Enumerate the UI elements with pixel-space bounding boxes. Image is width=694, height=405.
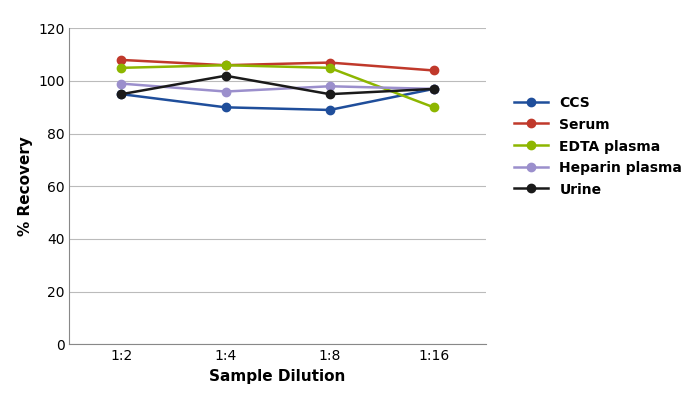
Urine — [430, 86, 438, 91]
Line: Urine: Urine — [117, 72, 438, 98]
Line: EDTA plasma: EDTA plasma — [117, 61, 438, 111]
EDTA plasma — [430, 105, 438, 110]
Y-axis label: % Recovery: % Recovery — [17, 136, 33, 236]
Line: Serum: Serum — [117, 56, 438, 75]
Legend: CCS, Serum, EDTA plasma, Heparin plasma, Urine: CCS, Serum, EDTA plasma, Heparin plasma,… — [509, 92, 686, 201]
Heparin plasma — [430, 86, 438, 91]
X-axis label: Sample Dilution: Sample Dilution — [210, 369, 346, 384]
CCS — [430, 86, 438, 91]
Heparin plasma — [221, 89, 230, 94]
CCS — [117, 92, 126, 96]
EDTA plasma — [221, 63, 230, 68]
Serum — [117, 58, 126, 62]
Urine — [117, 92, 126, 96]
CCS — [221, 105, 230, 110]
EDTA plasma — [325, 65, 334, 70]
Heparin plasma — [325, 84, 334, 89]
Urine — [325, 92, 334, 96]
Urine — [221, 73, 230, 78]
Serum — [221, 63, 230, 68]
CCS — [325, 107, 334, 112]
Serum — [325, 60, 334, 65]
Line: Heparin plasma: Heparin plasma — [117, 79, 438, 96]
Heparin plasma — [117, 81, 126, 86]
EDTA plasma — [117, 65, 126, 70]
Line: CCS: CCS — [117, 85, 438, 114]
Serum — [430, 68, 438, 73]
